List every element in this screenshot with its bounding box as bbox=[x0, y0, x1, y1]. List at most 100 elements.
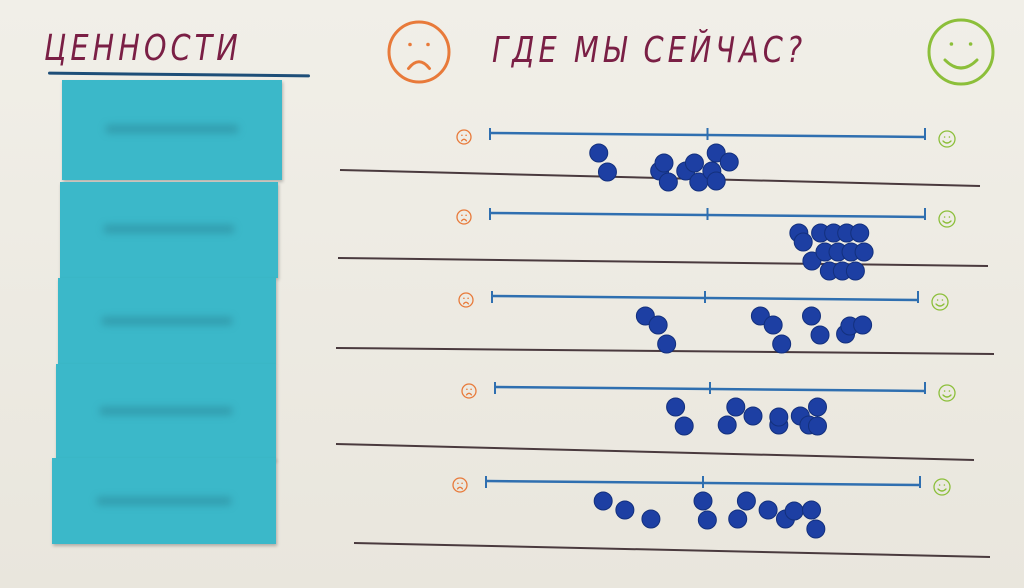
sad-face-icon-eye bbox=[466, 388, 468, 391]
happy-face-icon-mouth bbox=[942, 220, 952, 224]
vote-dot bbox=[657, 334, 677, 354]
sad-face-icon-eye bbox=[465, 214, 467, 217]
blurred-text bbox=[101, 316, 233, 325]
happy-face-icon-mouth bbox=[937, 488, 947, 492]
happy-face-icon bbox=[927, 18, 995, 86]
happy-face-icon bbox=[933, 478, 951, 496]
vote-dot bbox=[717, 415, 737, 435]
happy-face-icon-eye bbox=[948, 136, 951, 138]
happy-face-icon-eye bbox=[941, 299, 944, 301]
sad-face-icon-eye bbox=[467, 297, 469, 300]
vote-dot bbox=[726, 397, 746, 417]
happy-face-icon bbox=[931, 293, 949, 311]
vote-dot bbox=[706, 143, 726, 163]
happy-face-icon-eye bbox=[949, 42, 954, 46]
vote-dot bbox=[850, 223, 870, 243]
sad-face-icon-eye bbox=[461, 482, 463, 485]
happy-face-icon-eye bbox=[943, 390, 946, 392]
vote-dot bbox=[854, 242, 874, 262]
blurred-text bbox=[96, 496, 232, 505]
vote-dot bbox=[802, 306, 821, 326]
sad-face-icon bbox=[456, 129, 472, 145]
sad-face-icon-mouth bbox=[407, 60, 431, 70]
vote-dot bbox=[808, 397, 827, 417]
happy-face-icon-eye bbox=[943, 484, 946, 486]
vote-dot bbox=[736, 491, 756, 511]
sad-face-icon-mouth bbox=[456, 486, 464, 490]
vote-dot bbox=[719, 152, 739, 172]
baseline bbox=[353, 542, 991, 558]
sad-face-icon-eye bbox=[457, 482, 459, 485]
blurred-text bbox=[100, 407, 232, 416]
vote-dot bbox=[641, 509, 661, 529]
blurred-text bbox=[106, 125, 238, 133]
happy-face-icon-eye bbox=[968, 42, 973, 46]
sticky-note bbox=[62, 80, 282, 180]
sticky-note bbox=[52, 458, 276, 544]
vote-dot bbox=[706, 171, 726, 191]
sticky-note bbox=[58, 278, 276, 364]
happy-face-icon-eye bbox=[943, 136, 946, 138]
happy-face-icon-eye bbox=[938, 484, 941, 486]
sad-face-icon-eye bbox=[470, 388, 472, 391]
vote-dot bbox=[666, 397, 686, 417]
happy-face-icon-mouth bbox=[942, 394, 952, 398]
vote-dot bbox=[728, 509, 748, 529]
vote-dot bbox=[743, 406, 763, 426]
vote-dot bbox=[648, 315, 668, 335]
sad-face-icon bbox=[456, 209, 472, 225]
vote-dot bbox=[772, 334, 792, 354]
vote-dot bbox=[674, 416, 694, 436]
vote-dot bbox=[806, 519, 826, 539]
sad-face-icon-mouth bbox=[460, 218, 468, 222]
happy-face-icon bbox=[938, 384, 956, 402]
blurred-text bbox=[103, 225, 235, 234]
happy-face-icon-eye bbox=[936, 299, 939, 301]
sad-face-icon-eye bbox=[461, 134, 463, 137]
vote-dot bbox=[763, 315, 783, 335]
vote-dot bbox=[697, 510, 717, 530]
sad-face-icon-eye bbox=[426, 42, 430, 47]
sad-face-icon-mouth bbox=[462, 301, 470, 305]
sad-face-icon bbox=[458, 292, 474, 308]
happy-face-icon-eye bbox=[948, 390, 951, 392]
vote-dot bbox=[589, 143, 609, 163]
values-title: ЦЕННОСТИ bbox=[44, 28, 242, 69]
question-title: ГДЕ МЫ СЕЙЧАС? bbox=[492, 30, 807, 71]
vote-dot bbox=[684, 153, 704, 173]
baseline bbox=[337, 257, 989, 267]
sad-face-icon-mouth bbox=[460, 138, 468, 142]
happy-face-icon-eye bbox=[948, 216, 951, 218]
vote-dot bbox=[845, 261, 865, 281]
vote-dot bbox=[769, 407, 789, 427]
happy-face-icon bbox=[938, 130, 956, 148]
happy-face-icon-eye bbox=[943, 216, 946, 218]
sad-face-icon bbox=[452, 477, 468, 493]
happy-face-icon-mouth bbox=[935, 303, 945, 307]
sad-face-icon-eye bbox=[463, 297, 465, 300]
vote-dot bbox=[802, 251, 822, 271]
vote-dot bbox=[808, 416, 827, 436]
vote-dot bbox=[802, 500, 821, 520]
vote-dot bbox=[693, 491, 713, 511]
vote-dot bbox=[593, 491, 613, 511]
sad-face-icon bbox=[461, 383, 477, 399]
vote-dot bbox=[615, 500, 635, 520]
happy-face-icon-mouth bbox=[943, 58, 979, 70]
happy-face-icon-mouth bbox=[942, 140, 952, 144]
vote-dot bbox=[793, 232, 813, 252]
vote-dot bbox=[658, 172, 678, 192]
sad-face-icon-eye bbox=[465, 134, 467, 137]
vote-dot bbox=[758, 500, 778, 520]
vote-dot bbox=[853, 315, 873, 335]
vote-dot bbox=[784, 501, 804, 521]
sad-face-icon-eye bbox=[408, 42, 412, 47]
sad-face-icon-eye bbox=[461, 214, 463, 217]
sad-face-icon bbox=[387, 20, 451, 84]
sticky-note bbox=[56, 364, 276, 460]
happy-face-icon bbox=[938, 210, 956, 228]
vote-dot bbox=[597, 162, 617, 182]
sad-face-icon-mouth bbox=[465, 392, 473, 396]
vote-dot bbox=[810, 325, 830, 345]
